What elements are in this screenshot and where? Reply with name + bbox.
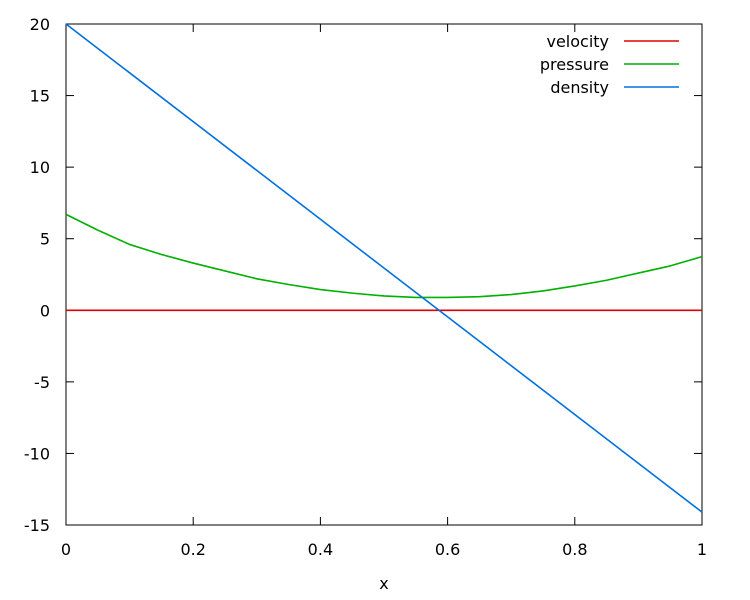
legend: velocity pressure density bbox=[540, 32, 679, 97]
series-line-pressure bbox=[65, 213, 703, 299]
x-axis: 0 0.2 0.4 0.6 0.8 1 bbox=[61, 24, 707, 559]
series-line-density bbox=[65, 23, 703, 513]
legend-label-pressure: pressure bbox=[540, 55, 609, 74]
y-tick-label: 5 bbox=[40, 230, 50, 249]
legend-label-density: density bbox=[550, 78, 609, 97]
y-axis: -15 -10 -5 0 5 10 15 20 bbox=[24, 15, 702, 535]
x-tick-label: 0.6 bbox=[435, 540, 460, 559]
y-tick-label: 20 bbox=[30, 15, 50, 34]
x-tick-label: 0.8 bbox=[562, 540, 587, 559]
y-tick-label: 0 bbox=[40, 301, 50, 320]
x-axis-title: x bbox=[379, 574, 388, 593]
series-lines bbox=[65, 23, 703, 513]
x-tick-label: 0.2 bbox=[180, 540, 205, 559]
y-tick-label: -10 bbox=[24, 444, 50, 463]
y-tick-label: 10 bbox=[30, 158, 50, 177]
x-tick-label: 0 bbox=[61, 540, 71, 559]
plot-frame bbox=[65, 23, 703, 526]
legend-label-velocity: velocity bbox=[546, 32, 609, 51]
y-tick-label: -15 bbox=[24, 516, 50, 535]
y-tick-label: 15 bbox=[30, 87, 50, 106]
x-tick-label: 0.4 bbox=[308, 540, 333, 559]
x-tick-label: 1 bbox=[697, 540, 707, 559]
y-tick-label: -5 bbox=[34, 373, 50, 392]
